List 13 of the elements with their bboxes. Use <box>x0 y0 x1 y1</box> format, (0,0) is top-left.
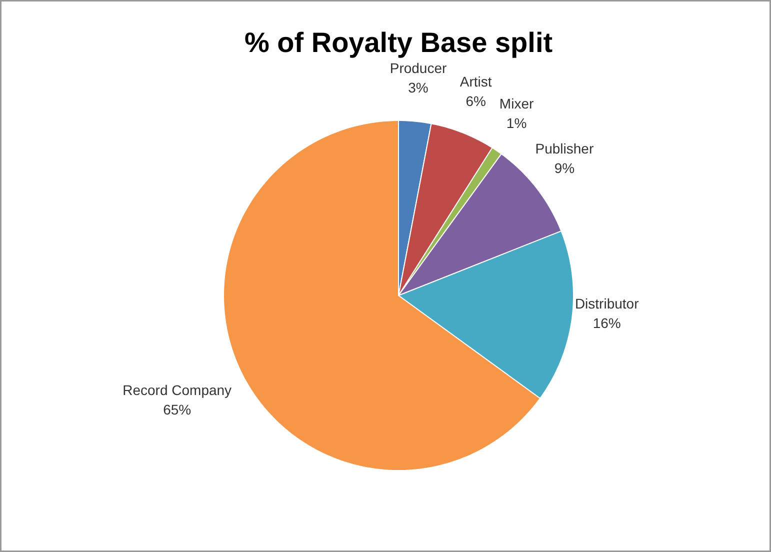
data-label: 16% <box>592 314 621 331</box>
slice-label: Producer <box>390 60 448 76</box>
data-label: 65% <box>163 401 192 418</box>
data-label: 3% <box>408 79 428 96</box>
data-label: 9% <box>554 160 575 176</box>
data-label: 1% <box>506 114 527 131</box>
slice-label: Mixer <box>499 95 534 112</box>
slice-label: Record Company <box>122 382 232 398</box>
slice-label: Artist <box>460 74 492 90</box>
slice-label: Publisher <box>535 140 594 156</box>
chart-title: % of Royalty Base split <box>244 27 553 58</box>
data-label: 6% <box>466 93 486 110</box>
slice-label: Distributor <box>574 295 640 312</box>
